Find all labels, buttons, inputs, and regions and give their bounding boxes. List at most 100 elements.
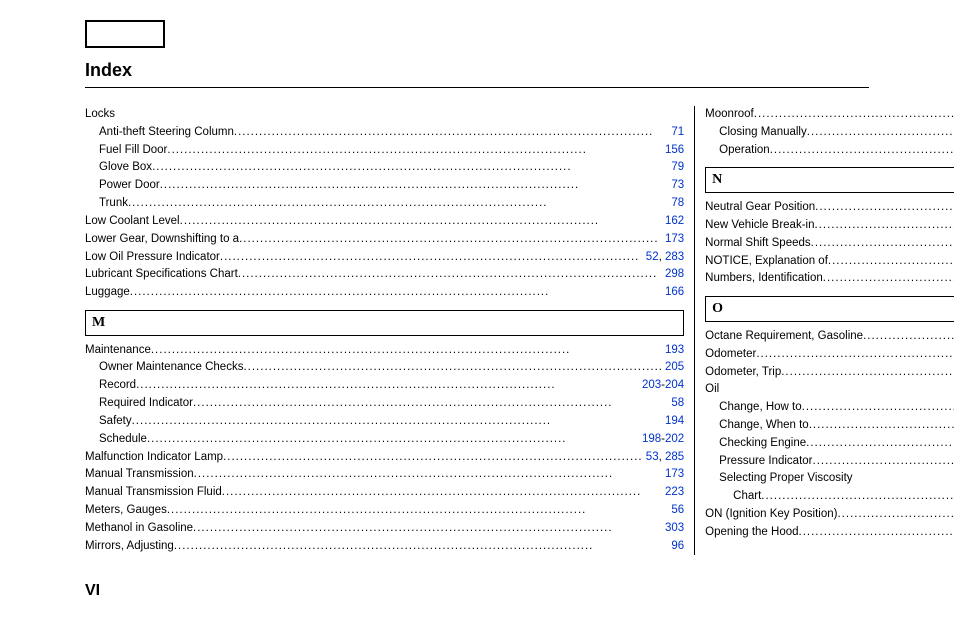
page-ref[interactable]: 78: [669, 195, 684, 213]
leader-dots: [136, 377, 640, 395]
index-entry: Schedule198-202: [85, 431, 684, 449]
leader-dots: [220, 249, 644, 267]
page-ref[interactable]: 53, 285: [644, 449, 684, 467]
page-ref[interactable]: 96: [669, 538, 684, 556]
index-entry-label: Luggage: [85, 284, 130, 302]
index-entry: Glove Box 79: [85, 159, 684, 177]
leader-dots: [756, 346, 954, 364]
page-ref[interactable]: 173: [663, 231, 684, 249]
index-entry-label: Anti-theft Steering Column: [99, 124, 234, 142]
page-ref[interactable]: 198-202: [640, 431, 684, 449]
leader-dots: [194, 466, 663, 484]
page-ref[interactable]: 56: [669, 502, 684, 520]
index-entry: Anti-theft Steering Column 71: [85, 124, 684, 142]
index-entry: Operation94: [705, 142, 954, 160]
page-ref[interactable]: 223: [663, 484, 684, 502]
index-entry: Chart210: [705, 488, 954, 506]
index-entry-label: New Vehicle Break-in: [705, 217, 814, 235]
page-ref[interactable]: 156: [663, 142, 684, 160]
index-entry: Luggage 166: [85, 284, 684, 302]
leader-dots: [239, 231, 663, 249]
page-ref[interactable]: 162: [663, 213, 684, 231]
index-entry: New Vehicle Break-in156: [705, 217, 954, 235]
index-column-1: LocksAnti-theft Steering Column71Fuel Fi…: [85, 106, 694, 555]
leader-dots: [828, 253, 954, 271]
index-entry-label: Operation: [719, 142, 770, 160]
index-entry-label: Opening the Hood: [705, 524, 798, 542]
index-entry-label: Trunk: [99, 195, 128, 213]
index-columns: LocksAnti-theft Steering Column71Fuel Fi…: [85, 106, 869, 555]
index-entry: Neutral Gear Position176: [705, 199, 954, 217]
index-entry: Lubricant Specifications Chart 298: [85, 266, 684, 284]
index-entry-label: NOTICE, Explanation of: [705, 253, 828, 271]
leader-dots: [802, 399, 954, 417]
index-entry: Moonroof94: [705, 106, 954, 124]
page-ref[interactable]: 52, 283: [644, 249, 684, 267]
index-entry-label: Selecting Proper Viscosity: [719, 470, 852, 488]
leader-dots: [809, 417, 954, 435]
index-entry-label: Power Door: [99, 177, 160, 195]
leader-dots: [193, 520, 663, 538]
index-entry: Change, When to198: [705, 417, 954, 435]
leader-dots: [781, 364, 954, 382]
index-entry-label: Owner Maintenance Checks: [99, 359, 243, 377]
index-entry: Odometer56: [705, 346, 954, 364]
leader-dots: [128, 195, 669, 213]
leader-dots: [837, 506, 954, 524]
leader-dots: [174, 538, 670, 556]
index-entry: Numbers, Identification296: [705, 270, 954, 288]
page-ref[interactable]: 205: [663, 359, 684, 377]
index-entry-label: Numbers, Identification: [705, 270, 823, 288]
index-entry: ON (Ignition Key Position)72: [705, 506, 954, 524]
leader-dots: [811, 235, 954, 253]
page-ref[interactable]: 203-204: [640, 377, 684, 395]
page-ref[interactable]: 71: [669, 124, 684, 142]
index-entry-label: Manual Transmission: [85, 466, 194, 484]
index-entry: Lower Gear, Downshifting to a173: [85, 231, 684, 249]
leader-dots: [147, 431, 640, 449]
index-entry: Oil: [705, 381, 954, 399]
index-entry-label: Glove Box: [99, 159, 152, 177]
index-entry: Octane Requirement, Gasoline156: [705, 328, 954, 346]
index-entry: Methanol in Gasoline 303: [85, 520, 684, 538]
index-entry: Mirrors, Adjusting 96: [85, 538, 684, 556]
index-entry-label: Maintenance: [85, 342, 151, 360]
leader-dots: [863, 328, 954, 346]
page-ref[interactable]: 166: [663, 284, 684, 302]
index-entry-label: Methanol in Gasoline: [85, 520, 193, 538]
index-entry: Required Indicator58: [85, 395, 684, 413]
index-entry-label: Neutral Gear Position: [705, 199, 815, 217]
index-entry: Record 203-204: [85, 377, 684, 395]
page-ref[interactable]: 173: [663, 466, 684, 484]
index-entry-label: Meters, Gauges: [85, 502, 167, 520]
index-entry-label: Mirrors, Adjusting: [85, 538, 174, 556]
index-entry: Selecting Proper Viscosity: [705, 470, 954, 488]
index-entry-label: Fuel Fill Door: [99, 142, 167, 160]
index-entry-label: Octane Requirement, Gasoline: [705, 328, 863, 346]
index-entry-label: Closing Manually: [719, 124, 807, 142]
index-entry: Closing Manually287: [705, 124, 954, 142]
leader-dots: [761, 488, 954, 506]
index-entry-label: Odometer: [705, 346, 756, 364]
leader-dots: [132, 413, 663, 431]
index-entry-label: Lubricant Specifications Chart: [85, 266, 238, 284]
index-entry-label: Record: [99, 377, 136, 395]
page-ref[interactable]: 79: [669, 159, 684, 177]
index-entry: Manual Transmission 173: [85, 466, 684, 484]
index-entry: Safety194: [85, 413, 684, 431]
index-entry: Checking Engine160: [705, 435, 954, 453]
page-ref[interactable]: 303: [663, 520, 684, 538]
leader-dots: [823, 270, 954, 288]
page-ref[interactable]: 58: [669, 395, 684, 413]
index-entry: Trunk 78: [85, 195, 684, 213]
index-entry: Manual Transmission Fluid223: [85, 484, 684, 502]
leader-dots: [167, 142, 663, 160]
index-entry-label: Chart: [733, 488, 761, 506]
page-ref[interactable]: 193: [663, 342, 684, 360]
index-entry: Normal Shift Speeds174: [705, 235, 954, 253]
page-ref[interactable]: 194: [663, 413, 684, 431]
page-ref[interactable]: 298: [663, 266, 684, 284]
index-entry: Maintenance 193: [85, 342, 684, 360]
index-entry: Opening the Hood158: [705, 524, 954, 542]
page-ref[interactable]: 73: [669, 177, 684, 195]
